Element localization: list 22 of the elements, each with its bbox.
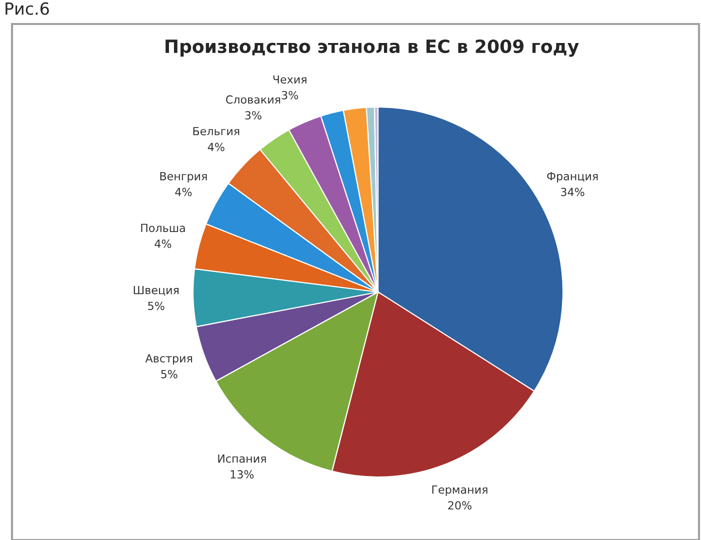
slice-label: Чехия [273,75,306,84]
slice-label: Словакия [226,95,280,104]
data-label: 5% [148,302,164,310]
data-label: 13% [230,470,254,479]
data-label: 5% [161,370,178,378]
chart-title: Производство этанола в ЕС в 2009 году [166,39,579,57]
slice-label: Польша [141,224,185,232]
text: Рис.6 [6,2,49,15]
data-label: 3% [245,111,262,120]
data-label: 20% [448,501,472,510]
data-label: 4% [175,188,192,196]
data-label: 4% [154,240,172,248]
data-label: 3% [282,90,298,100]
slice-label: Бельгия [193,127,240,136]
slice-label: Франция [547,172,598,183]
slice-label: Швеция [134,286,179,296]
slice-label: Австрия [145,354,192,365]
slice-label: Германия [432,485,488,496]
data-label: 34% [561,188,584,196]
data-label: 4% [208,142,224,152]
slice-label: Испания [218,454,266,463]
slice-label: Венгрия [160,172,207,183]
